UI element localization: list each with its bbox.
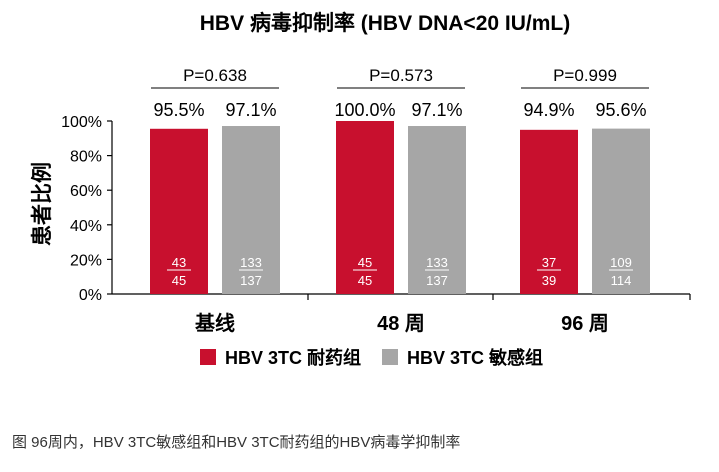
bar bbox=[336, 121, 394, 294]
p-value-annotations: P=0.638 P=0.573 P=0.999 bbox=[151, 66, 649, 89]
legend: HBV 3TC 耐药组 HBV 3TC 敏感组 bbox=[200, 347, 543, 368]
fraction-numerator: 133 bbox=[426, 255, 448, 270]
fraction-numerator: 133 bbox=[240, 255, 262, 270]
p-value-label: P=0.999 bbox=[553, 66, 617, 85]
bars bbox=[150, 121, 650, 294]
figure-caption: 图 96周内，HBV 3TC敏感组和HBV 3TC耐药组的HBV病毒学抑制率 bbox=[12, 434, 461, 451]
fraction-numerator: 109 bbox=[610, 255, 632, 270]
fraction-numerator: 45 bbox=[358, 255, 372, 270]
fraction-denominator: 137 bbox=[426, 273, 448, 288]
x-category-label: 48 周 bbox=[377, 313, 425, 335]
y-axis-label: 患者比例 bbox=[30, 162, 54, 246]
legend-swatch bbox=[382, 349, 398, 365]
fraction-denominator: 39 bbox=[542, 273, 556, 288]
legend-label: HBV 3TC 敏感组 bbox=[407, 347, 543, 368]
bar-value-label: 100.0% bbox=[334, 100, 395, 120]
fraction-denominator: 45 bbox=[172, 273, 186, 288]
y-tick-label: 20% bbox=[70, 252, 102, 269]
y-tick-label: 60% bbox=[70, 183, 102, 200]
legend-label: HBV 3TC 耐药组 bbox=[225, 347, 361, 368]
caption-area bbox=[0, 400, 719, 472]
bar bbox=[408, 126, 466, 294]
chart-title: HBV 病毒抑制率 (HBV DNA<20 IU/mL) bbox=[200, 11, 570, 35]
bar bbox=[592, 128, 650, 294]
bar-value-label: 97.1% bbox=[225, 100, 276, 120]
y-tick-label: 100% bbox=[61, 114, 102, 131]
bar bbox=[150, 128, 208, 294]
fraction-numerator: 37 bbox=[542, 255, 556, 270]
p-value-label: P=0.573 bbox=[369, 66, 433, 85]
chart: HBV 病毒抑制率 (HBV DNA<20 IU/mL) 患者比例 0% 20% 4… bbox=[30, 11, 691, 368]
fraction-denominator: 45 bbox=[358, 273, 372, 288]
value-labels: 95.5% 100.0% 94.9% 97.1% 97.1% 95.6% bbox=[153, 100, 646, 120]
bar bbox=[520, 129, 578, 294]
y-axis: 0% 20% 40% 60% 80% 100% bbox=[61, 114, 113, 304]
y-tick-label: 40% bbox=[70, 218, 102, 235]
x-category-label: 96 周 bbox=[561, 313, 609, 335]
bar bbox=[222, 126, 280, 294]
x-axis: 基线 48 周 96 周 bbox=[112, 293, 691, 335]
fraction-numerator: 43 bbox=[172, 255, 186, 270]
bar-value-label: 95.6% bbox=[595, 100, 646, 120]
p-value-label: P=0.638 bbox=[183, 66, 247, 85]
fraction-denominator: 114 bbox=[611, 273, 632, 288]
y-tick-label: 80% bbox=[70, 149, 102, 166]
x-category-label: 基线 bbox=[195, 311, 235, 335]
fraction-denominator: 137 bbox=[240, 273, 262, 288]
y-tick-label: 0% bbox=[79, 287, 102, 304]
bar-value-label: 94.9% bbox=[523, 100, 574, 120]
bar-value-label: 95.5% bbox=[153, 100, 204, 120]
bar-value-label: 97.1% bbox=[411, 100, 462, 120]
fractions: 43 45 45 45 37 39 133 137 133 137 109 114 bbox=[167, 255, 633, 288]
legend-swatch bbox=[200, 349, 216, 365]
